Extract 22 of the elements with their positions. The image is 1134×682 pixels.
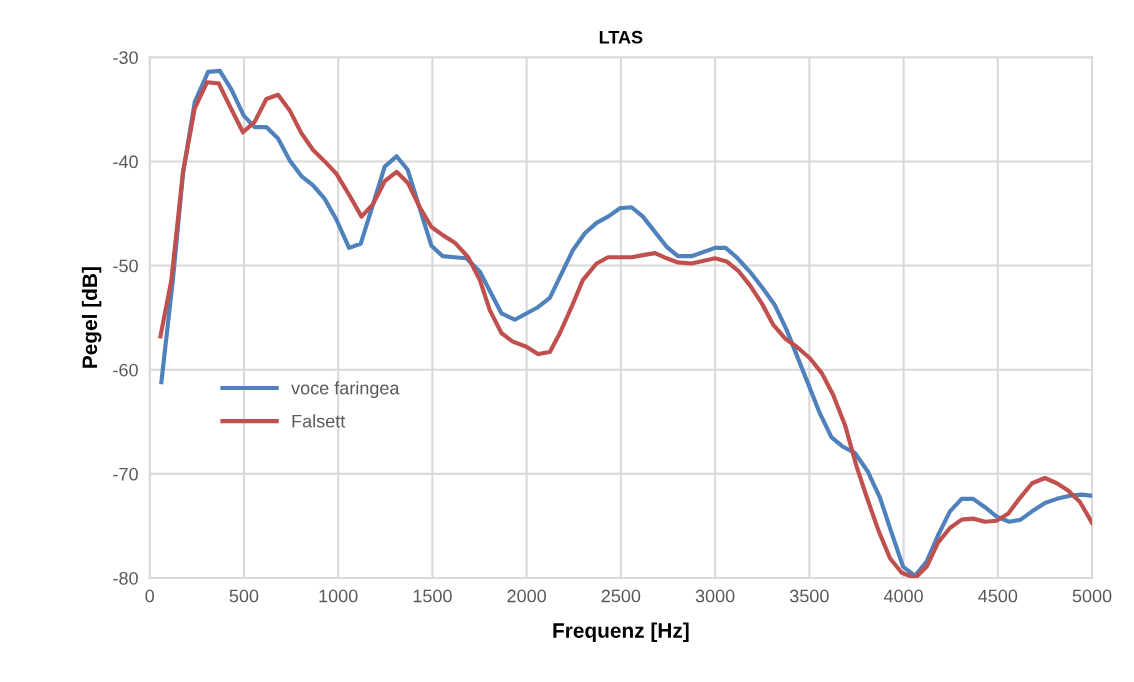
x-tick-label: 3000 — [695, 589, 735, 603]
x-tick-label: 500 — [229, 589, 259, 603]
y-tick-label: -60 — [113, 363, 138, 377]
x-tick-label: 0 — [145, 589, 154, 603]
legend-label: voce faringea — [291, 381, 400, 399]
y-tick-label: -80 — [113, 571, 138, 585]
x-tick-label: 1500 — [413, 589, 452, 603]
x-tick-label: 1000 — [319, 589, 358, 603]
y-axis-title: Pegel [dB] — [81, 267, 102, 368]
x-tick-label: 2500 — [601, 589, 641, 603]
x-tick-label: 4500 — [978, 589, 1018, 603]
x-tick-label: 5000 — [1072, 589, 1112, 603]
y-tick-label: -40 — [113, 155, 138, 169]
x-axis-title: Frequenz [Hz] — [553, 622, 689, 643]
y-tick-label: -70 — [113, 467, 138, 481]
x-tick-label: 2000 — [507, 589, 547, 603]
y-tick-label: -30 — [113, 51, 138, 65]
x-tick-label: 3500 — [789, 589, 829, 603]
y-tick-label: -50 — [113, 259, 138, 273]
legend-label: Falsett — [292, 414, 346, 428]
chart-title: LTAS — [599, 30, 643, 44]
x-tick-label: 4000 — [883, 589, 923, 603]
